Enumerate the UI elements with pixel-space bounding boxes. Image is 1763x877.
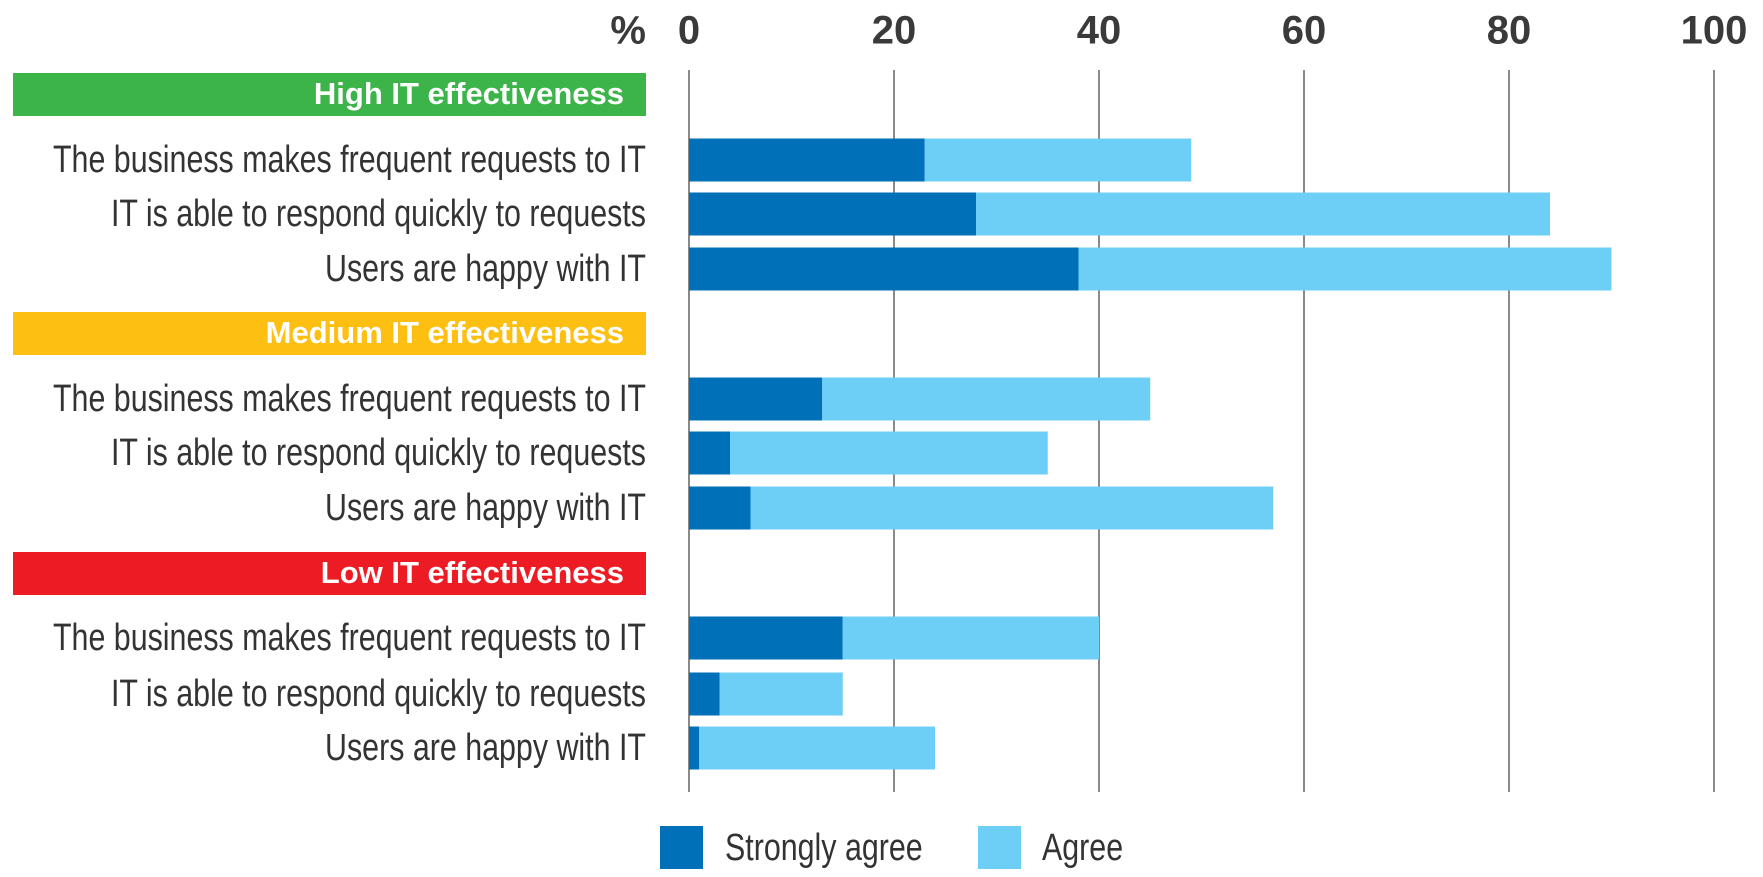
legend-label: Agree — [1042, 827, 1123, 869]
x-tick-label: 40 — [1077, 9, 1122, 53]
legend-label: Strongly agree — [725, 827, 923, 869]
category-label: The business makes frequent requests to … — [53, 617, 646, 659]
bar-segment — [719, 672, 843, 716]
category-label-group: The business makes frequent requests to … — [53, 378, 646, 420]
bar-segment — [689, 672, 720, 716]
bar-segment — [924, 138, 1192, 182]
legend-swatch — [660, 826, 703, 869]
bar-segment — [976, 192, 1550, 236]
category-label: IT is able to respond quickly to request… — [111, 432, 646, 474]
legend-label-group: Strongly agree — [725, 827, 923, 869]
group-label: High IT effectiveness — [314, 76, 624, 111]
category-label: Users are happy with IT — [325, 727, 646, 769]
category-label: IT is able to respond quickly to request… — [111, 673, 646, 715]
group-header — [13, 312, 646, 355]
category-label: The business makes frequent requests to … — [53, 378, 646, 420]
bar-segment — [842, 616, 1099, 660]
category-label-group: Users are happy with IT — [325, 248, 646, 290]
bar-segment — [822, 377, 1151, 421]
group-label: Low IT effectiveness — [321, 555, 624, 590]
group-header — [13, 552, 646, 595]
group-label: Medium IT effectiveness — [266, 315, 624, 350]
bar-segment — [750, 486, 1274, 530]
category-label: Users are happy with IT — [325, 487, 646, 529]
x-tick-label: 80 — [1487, 9, 1532, 53]
bar-segment — [689, 377, 823, 421]
legend-swatch — [978, 826, 1021, 869]
category-label-group: Users are happy with IT — [325, 727, 646, 769]
category-label-group: Users are happy with IT — [325, 487, 646, 529]
bar-segment — [699, 726, 935, 770]
category-label: IT is able to respond quickly to request… — [111, 193, 646, 235]
bar-segment — [689, 138, 925, 182]
category-label-group: IT is able to respond quickly to request… — [111, 673, 646, 715]
group-header — [13, 73, 646, 116]
x-tick-label: 60 — [1282, 9, 1327, 53]
axis-label: % — [610, 9, 646, 53]
bar-segment — [689, 726, 700, 770]
category-label-group: The business makes frequent requests to … — [53, 617, 646, 659]
x-tick-label: 100 — [1681, 9, 1748, 53]
bar-segment — [689, 192, 976, 236]
bar-segment — [689, 431, 730, 475]
category-label: Users are happy with IT — [325, 248, 646, 290]
category-label: The business makes frequent requests to … — [53, 139, 646, 181]
x-tick-label: 0 — [678, 9, 700, 53]
legend-label-group: Agree — [1042, 827, 1123, 869]
category-label-group: IT is able to respond quickly to request… — [111, 193, 646, 235]
bar-segment — [689, 616, 843, 660]
bar-segment — [689, 247, 1079, 291]
category-label-group: IT is able to respond quickly to request… — [111, 432, 646, 474]
x-tick-label: 20 — [872, 9, 917, 53]
bar-segment — [730, 431, 1048, 475]
bar-segment — [1078, 247, 1612, 291]
category-label-group: The business makes frequent requests to … — [53, 139, 646, 181]
bar-segment — [689, 486, 751, 530]
